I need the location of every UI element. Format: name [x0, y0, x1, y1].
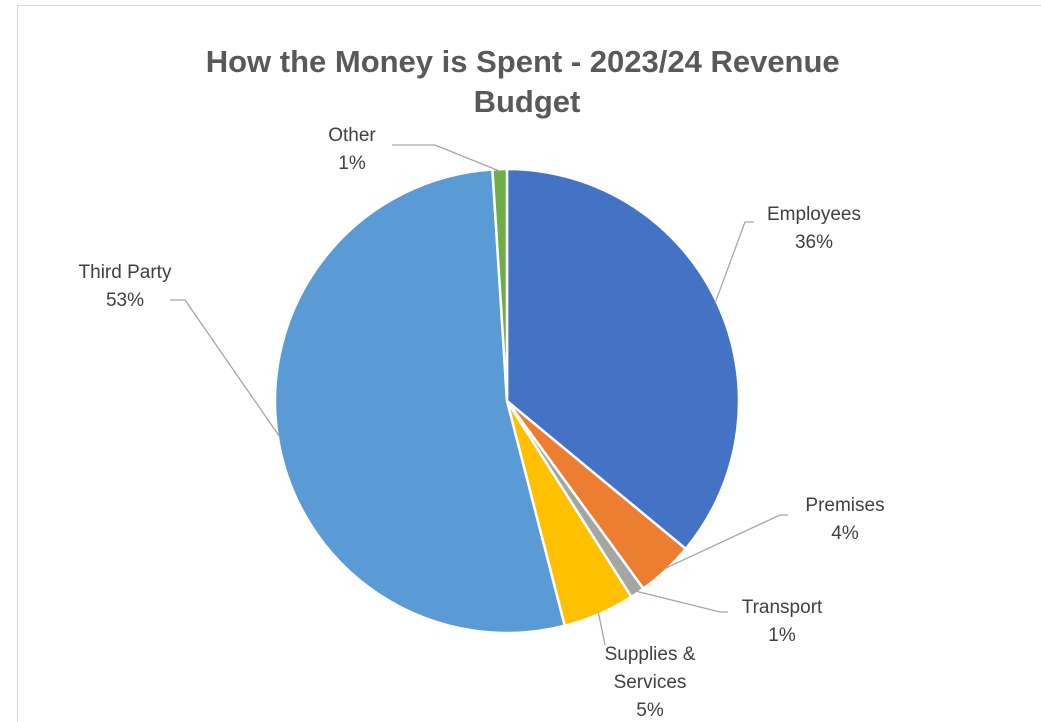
data-label: Transport 1% — [742, 594, 823, 650]
data-label: Third Party 53% — [79, 259, 172, 315]
category-label: Employees — [767, 204, 861, 225]
leader-line — [170, 299, 281, 438]
pie-slice — [505, 167, 741, 551]
value-label: 1% — [338, 153, 366, 174]
pie-slice — [491, 167, 509, 402]
pie-slice — [273, 168, 567, 635]
leader-line — [714, 221, 754, 304]
category-label: Third Party — [78, 262, 172, 283]
category-label: Premises — [805, 495, 885, 516]
value-label: 4% — [831, 523, 859, 544]
leader-line — [597, 611, 606, 646]
leader-line — [392, 144, 501, 172]
category-label: Supplies & Services — [604, 644, 696, 693]
chart-title: How the Money is Spent - 2023/24 Revenue… — [206, 44, 849, 119]
leader-line — [664, 514, 788, 570]
data-label: Premises 4% — [805, 492, 884, 548]
data-label: Other 1% — [328, 122, 376, 178]
value-label: 36% — [794, 232, 834, 253]
value-label: 5% — [636, 700, 664, 721]
value-label: 53% — [105, 290, 145, 311]
value-label: 1% — [768, 625, 796, 646]
category-label: Transport — [741, 597, 823, 618]
category-label: Other — [328, 125, 376, 146]
data-label: Supplies & Services 5% — [585, 641, 715, 722]
leader-line — [636, 590, 728, 613]
data-label: Employees 36% — [767, 201, 861, 257]
chart-border — [17, 5, 1041, 722]
